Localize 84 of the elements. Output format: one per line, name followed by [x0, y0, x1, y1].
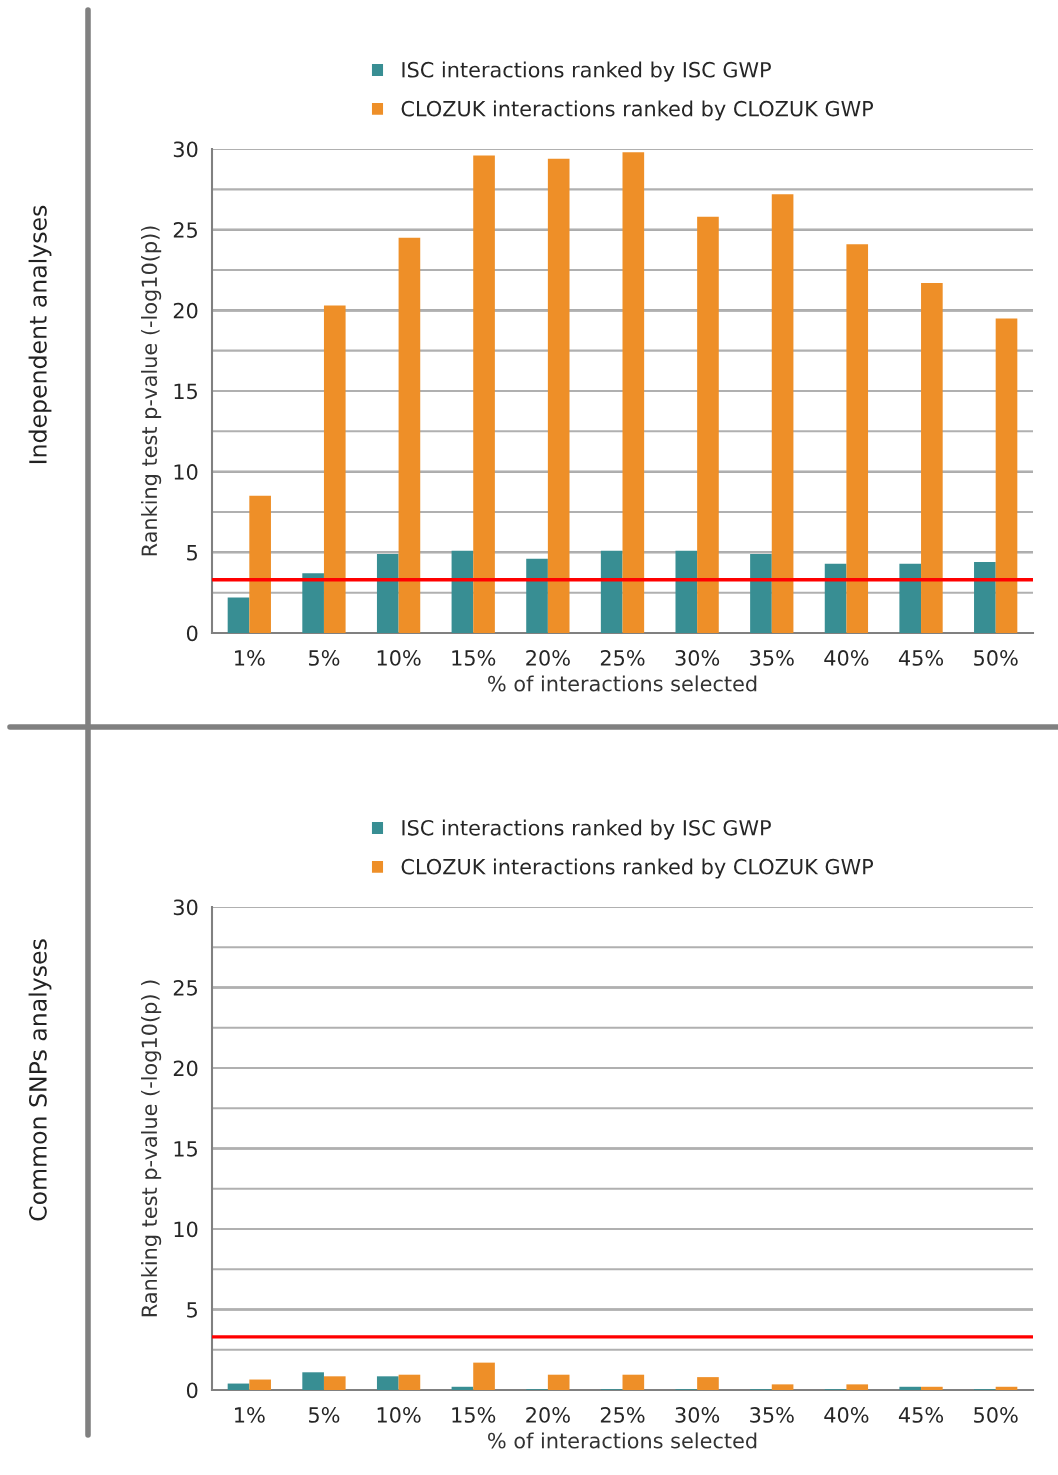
x-tick-label: 35% — [750, 650, 794, 666]
y-tick-label: 15 — [174, 1141, 197, 1157]
bar — [451, 1386, 474, 1390]
x-tick-label: 15% — [452, 650, 496, 666]
bar — [995, 318, 1018, 633]
bar — [249, 1379, 271, 1390]
x-axis-title: % of interactions selected — [488, 675, 757, 692]
x-tick-label: 10% — [377, 650, 421, 666]
bar — [323, 1376, 346, 1390]
bar — [771, 194, 794, 633]
y-tick-label: 10 — [174, 1221, 198, 1238]
bar — [302, 573, 324, 633]
bar — [473, 155, 495, 633]
bar — [376, 1376, 399, 1390]
x-tick-label: 45% — [898, 650, 944, 666]
y-tick-label: 5 — [187, 1302, 197, 1318]
x-tick-label: 50% — [974, 650, 1018, 666]
bar — [302, 1372, 324, 1390]
bar — [451, 550, 474, 633]
y-axis-title: Ranking test p-value (-log10(p) ) — [141, 980, 162, 1317]
y-tick-label: 0 — [186, 625, 198, 642]
x-tick-label: 30% — [675, 650, 720, 666]
bar — [899, 1386, 922, 1390]
y-axis-title: Ranking test p-value (-log10(p)) — [141, 226, 162, 556]
bar — [846, 1384, 869, 1390]
x-tick-label: 5% — [309, 650, 340, 666]
y-tick-label: 10 — [174, 464, 198, 480]
x-tick-label: 10% — [377, 1407, 421, 1423]
bar — [846, 244, 869, 633]
bar — [249, 495, 271, 633]
y-tick-label: 30 — [173, 141, 198, 158]
y-tick-label: 20 — [173, 1060, 198, 1077]
legend-label: CLOZUK interactions ranked by CLOZUK GWP — [401, 100, 874, 121]
bar — [824, 563, 847, 633]
x-tick-label: 20% — [526, 650, 570, 666]
y-tick-label: 25 — [173, 222, 197, 238]
bar — [675, 550, 698, 633]
bar — [771, 1384, 794, 1390]
bar — [899, 563, 922, 633]
bar — [622, 152, 645, 633]
text: Common SNPs analyses — [28, 939, 52, 1221]
bar — [995, 1386, 1018, 1390]
x-tick-label: 5% — [309, 1407, 340, 1423]
x-axis-title: % of interactions selected — [488, 1432, 757, 1449]
bar — [921, 282, 943, 633]
x-tick-label: 35% — [750, 1407, 794, 1423]
y-tick-label: 15 — [174, 383, 197, 400]
bar — [398, 237, 421, 633]
bar — [622, 1374, 645, 1390]
y-tick-label: 5 — [187, 545, 197, 561]
bar — [921, 1386, 943, 1390]
x-tick-label: 40% — [824, 650, 869, 666]
bar — [600, 550, 623, 633]
bar — [376, 553, 399, 633]
bar — [547, 158, 570, 633]
legend-label: ISC interactions ranked by ISC GWP — [402, 61, 771, 82]
bar — [227, 1383, 250, 1390]
bar — [473, 1362, 495, 1390]
bar — [547, 1374, 570, 1390]
bar — [974, 562, 996, 633]
x-tick-label: 15% — [452, 1407, 496, 1423]
bar — [697, 216, 719, 633]
y-tick-label: 30 — [173, 899, 198, 916]
x-tick-label: 25% — [600, 650, 645, 666]
x-tick-label: 30% — [675, 1407, 720, 1423]
y-tick-label: 20 — [173, 302, 198, 319]
bar — [697, 1377, 719, 1390]
legend-label: ISC interactions ranked by ISC GWP — [402, 819, 771, 840]
bar — [750, 553, 772, 633]
legend-label: CLOZUK interactions ranked by CLOZUK GWP — [401, 858, 874, 879]
bar — [398, 1374, 421, 1390]
x-tick-label: 25% — [600, 1407, 645, 1423]
x-tick-label: 1% — [235, 1407, 265, 1423]
bar — [323, 305, 346, 633]
y-tick-label: 0 — [186, 1382, 198, 1399]
x-tick-label: 1% — [235, 650, 265, 666]
x-tick-label: 45% — [898, 1407, 944, 1423]
y-tick-label: 25 — [173, 979, 197, 996]
bar — [526, 558, 548, 633]
x-tick-label: 40% — [824, 1407, 869, 1423]
x-tick-label: 50% — [974, 1407, 1018, 1423]
bar — [227, 597, 250, 633]
x-tick-label: 20% — [526, 1407, 570, 1423]
text: Independent analyses — [28, 205, 52, 464]
